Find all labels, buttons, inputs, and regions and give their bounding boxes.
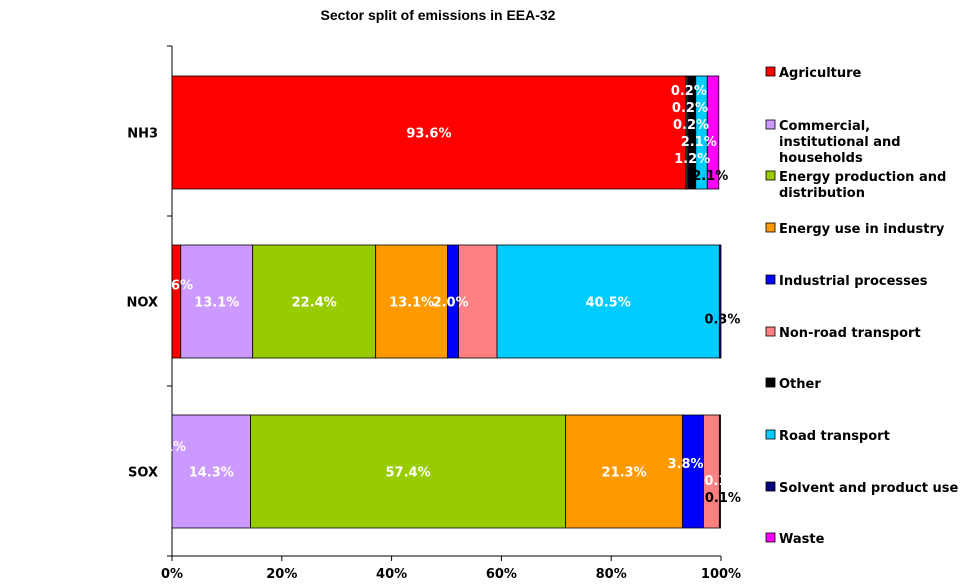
data-label-sox-industrial-processes: 3.8% bbox=[668, 457, 704, 472]
data-label-sox-commercial-institutional-and-households: 14.3% bbox=[189, 466, 234, 481]
legend-swatch-commercial-institutional-and-households bbox=[766, 120, 775, 129]
category-label: SOX bbox=[128, 466, 158, 481]
data-label-sox-energy-use-in-industry: 21.3% bbox=[602, 466, 647, 481]
legend-label-waste: Waste bbox=[779, 532, 825, 547]
data-label-sox-other: 0.1% bbox=[704, 474, 740, 489]
legend-swatch-energy-use-in-industry bbox=[766, 223, 775, 232]
x-tick-label: 0% bbox=[161, 567, 183, 582]
data-label-nox-energy-use-in-industry: 13.1% bbox=[389, 296, 434, 311]
data-label-nh3-energy-use-in-industry: 0.2% bbox=[672, 101, 708, 116]
legend-label-commercial-institutional-and-households: Commercial, institutional and households bbox=[779, 119, 901, 166]
data-label-nox-road-transport: 40.5% bbox=[586, 296, 631, 311]
data-label-nh3-waste: 2.1% bbox=[692, 169, 728, 184]
legend-label-other: Other bbox=[779, 377, 821, 392]
category-label: NOX bbox=[127, 296, 159, 311]
data-label-nox-energy-production-and-distribution: 22.4% bbox=[292, 296, 337, 311]
data-label-nh3-industrial-processes: 0.2% bbox=[673, 118, 709, 133]
legend-label-solvent-and-product-use: Solvent and product use bbox=[779, 481, 959, 496]
x-tick-label: 20% bbox=[266, 567, 297, 582]
bar-sox-non-road-transport bbox=[703, 415, 719, 528]
legend-label-industrial-processes: Industrial processes bbox=[779, 274, 928, 289]
data-label-nh3-commercial-institutional-and-households: 0.2% bbox=[671, 84, 707, 99]
legend-swatch-road-transport bbox=[766, 430, 775, 439]
legend-swatch-non-road-transport bbox=[766, 327, 775, 336]
data-label-sox-energy-production-and-distribution: 57.4% bbox=[386, 466, 431, 481]
legend-label-non-road-transport: Non-road transport bbox=[779, 326, 921, 341]
data-label-nox-solvent-and-product-use: 0.3% bbox=[704, 313, 740, 328]
x-tick-label: 60% bbox=[486, 567, 517, 582]
bar-nox-solvent-and-product-use bbox=[719, 245, 721, 358]
chart-title: Sector split of emissions in EEA-32 bbox=[321, 7, 556, 23]
data-label-nox-commercial-institutional-and-households: 13.1% bbox=[194, 296, 239, 311]
bar-nox-agriculture bbox=[172, 245, 181, 358]
legend-swatch-other bbox=[766, 378, 775, 387]
data-label-nox-industrial-processes: 2.0% bbox=[433, 296, 469, 311]
legend-swatch-waste bbox=[766, 533, 775, 542]
legend-swatch-agriculture bbox=[766, 67, 775, 76]
x-tick-label: 80% bbox=[596, 567, 627, 582]
legend-label-energy-production-and-distribution: Energy production and distribution bbox=[779, 170, 946, 201]
x-tick-label: 40% bbox=[376, 567, 407, 582]
data-label-nh3-other: 1.2% bbox=[674, 152, 710, 167]
data-label-sox-road-transport: 0.1% bbox=[705, 491, 741, 506]
legend-label-road-transport: Road transport bbox=[779, 429, 890, 444]
legend: Agriculture Commercial, institutional and h… bbox=[766, 66, 959, 547]
data-label-nh3-agriculture: 93.6% bbox=[406, 127, 451, 142]
legend-swatch-industrial-processes bbox=[766, 275, 775, 284]
legend-label-energy-use-in-industry: Energy use in industry bbox=[779, 222, 945, 237]
category-label: NH3 bbox=[127, 127, 158, 142]
legend-swatch-solvent-and-product-use bbox=[766, 482, 775, 491]
data-label-sox-agriculture: 1% bbox=[164, 440, 186, 455]
legend-swatch-energy-production-and-distribution bbox=[766, 171, 775, 180]
chart: Sector split of emissions in EEA-32 0% 20… bbox=[0, 0, 967, 588]
data-label-nox-agriculture: 1.6% bbox=[157, 279, 193, 294]
x-tick-label: 100% bbox=[701, 567, 741, 582]
data-label-nh3-road-transport: 2.1% bbox=[681, 135, 717, 150]
legend-label-agriculture: Agriculture bbox=[779, 66, 862, 81]
bar-sox-road-transport bbox=[720, 415, 721, 528]
